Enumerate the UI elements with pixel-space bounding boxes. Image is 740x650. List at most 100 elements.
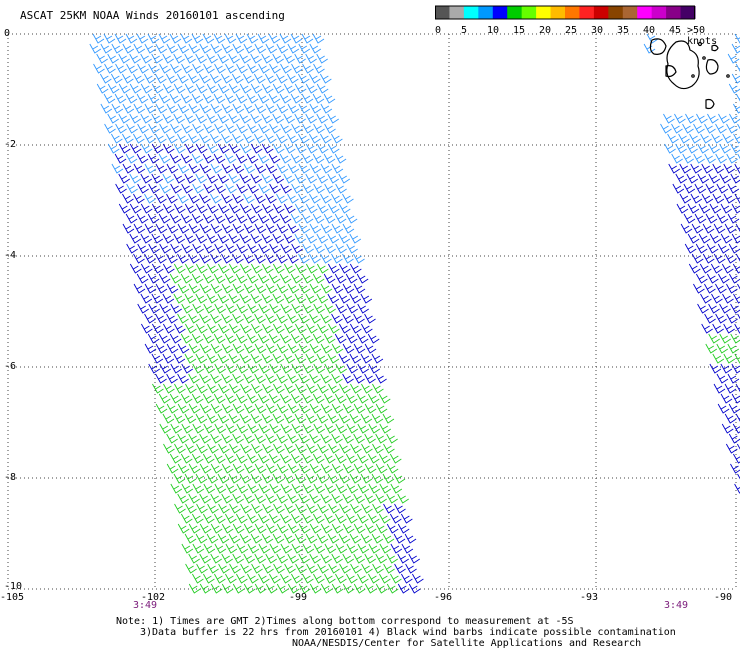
wind-barb [254,343,267,354]
wind-barb [716,213,729,224]
wind-barb [305,323,318,334]
wind-barb [342,523,355,534]
wind-barb [214,483,227,494]
wind-barb [220,73,233,84]
wind-barb [312,273,325,284]
wind-barb [152,323,164,334]
wind-barb [339,443,351,454]
wind-barb [253,73,266,84]
wind-barb [269,63,281,74]
wind-barb [122,43,135,54]
wind-barb [184,413,197,424]
wind-barb [346,573,358,584]
wind-barb [328,563,340,574]
wind-barb [170,243,182,254]
wind-barb [235,273,248,284]
wind-barb [721,423,734,434]
wind-barb [393,473,406,484]
wind-barb [671,123,683,134]
wind-barb [173,53,185,64]
wind-barb [158,93,171,104]
wind-barb [228,473,241,484]
wind-barb [276,253,288,264]
wind-barb [170,63,182,74]
wind-barb [258,303,270,314]
wind-barb [170,183,182,194]
wind-barb [122,133,134,144]
colorbar-swatch [565,6,580,19]
wind-barb [268,393,281,404]
wind-barb [210,103,223,114]
wind-barb [284,503,296,514]
wind-barb [203,543,216,554]
wind-barb [232,253,244,264]
wind-barb [144,103,157,114]
wind-barb [276,343,289,354]
wind-barb [191,513,204,524]
wind-barb [335,303,347,314]
wind-barb [258,423,271,434]
wind-barb [140,53,152,64]
wind-barb [169,453,182,464]
wind-barb [331,253,343,264]
wind-barb [265,583,278,594]
wind-barb [701,163,713,174]
wind-barb [317,503,329,514]
wind-barb [166,223,179,234]
wind-barb [327,173,340,184]
wind-barb [257,273,270,284]
wind-barb [375,583,388,594]
wind-barb [210,523,223,534]
wind-barb [184,353,197,364]
wind-barb [254,433,266,444]
wind-barb [218,563,230,574]
wind-barb [148,303,160,314]
wind-barb [203,573,215,584]
wind-barb [683,213,696,224]
wind-barb [192,423,205,434]
wind-barb [730,333,740,344]
wind-barb [239,173,252,184]
wind-barb [305,233,318,244]
wind-barb [239,53,251,64]
wind-barb [92,33,105,44]
wind-barb [401,543,414,554]
wind-barb [188,223,201,234]
wind-barb [191,153,204,164]
wind-barb [279,33,292,44]
wind-barb [350,383,362,394]
wind-barb [192,303,204,314]
wind-barb [709,233,722,244]
wind-barb [247,543,260,554]
wind-barb [132,73,145,84]
wind-barb [708,143,720,154]
wind-barb [298,493,310,504]
wind-barb [335,243,347,254]
wind-barb [733,103,740,114]
wind-barb [199,493,211,504]
wind-barb [401,573,413,584]
wind-barb [173,233,186,244]
wind-barb [214,183,226,194]
wind-barb [386,553,398,564]
wind-barb [719,173,732,184]
wind-barb [210,163,223,174]
wind-barb [305,53,317,64]
wind-barb [162,293,175,304]
wind-barb [217,533,230,544]
wind-barb [261,173,274,184]
wind-barb [723,353,736,364]
wind-barb [188,193,200,204]
wind-barb [155,223,168,234]
wind-barb [224,33,237,44]
wind-barb [111,103,124,114]
wind-barb [339,563,351,574]
wind-barb [99,73,112,84]
wind-barb [214,123,226,134]
wind-barb [335,573,347,584]
wind-barb [697,303,709,314]
wind-barb [180,333,193,344]
wind-barb [243,223,256,234]
wind-barb [155,343,168,354]
